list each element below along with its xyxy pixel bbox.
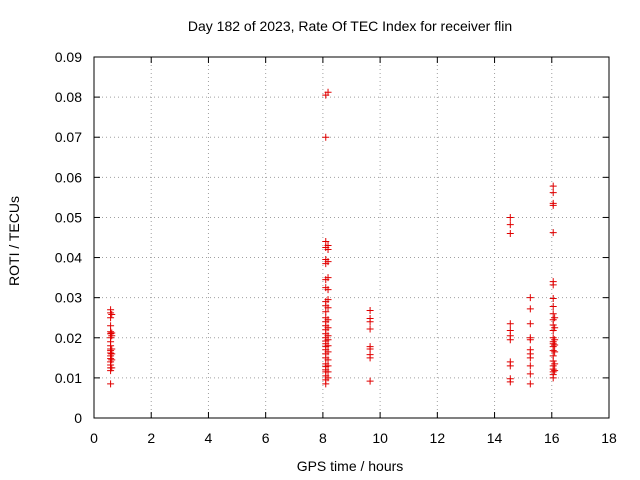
y-tick-label: 0.01 (55, 370, 82, 386)
data-point (551, 367, 559, 375)
data-point (324, 286, 332, 294)
data-point (506, 327, 514, 335)
y-tick-label: 0 (74, 410, 82, 426)
x-tick-label: 16 (544, 430, 560, 446)
data-point (324, 304, 332, 312)
data-point (324, 316, 332, 324)
data-point (108, 364, 116, 372)
data-point (506, 221, 514, 229)
x-tick-label: 2 (147, 430, 155, 446)
y-tick-label: 0.02 (55, 330, 82, 346)
data-point (322, 133, 330, 141)
data-point (324, 324, 332, 332)
chart-title: Day 182 of 2023, Rate Of TEC Index for r… (188, 18, 512, 34)
data-point (324, 356, 332, 364)
data-point (324, 332, 332, 340)
data-point (108, 345, 116, 353)
data-point (324, 274, 332, 282)
data-point (324, 342, 332, 350)
data-point (549, 302, 557, 310)
data-point (526, 305, 534, 313)
data-point (366, 377, 374, 385)
data-point (506, 358, 514, 366)
data-point (108, 356, 116, 364)
x-tick-label: 0 (90, 430, 98, 446)
data-point (324, 374, 332, 382)
y-tick-label: 0.06 (55, 169, 82, 185)
data-point (366, 307, 374, 315)
data-point (526, 334, 534, 342)
data-point (549, 182, 557, 190)
x-axis-label: GPS time / hours (297, 458, 404, 474)
y-tick-label: 0.07 (55, 129, 82, 145)
data-point (526, 370, 534, 378)
x-tick-label: 10 (372, 430, 388, 446)
data-point (526, 320, 534, 328)
data-point (551, 314, 559, 322)
data-point (506, 229, 514, 237)
x-tick-label: 6 (262, 430, 270, 446)
axis-ticks (93, 56, 610, 419)
data-point (324, 242, 332, 250)
data-point (551, 360, 559, 368)
data-point (324, 296, 332, 304)
data-point (549, 189, 557, 197)
data-point (526, 294, 534, 302)
grid-lines (94, 57, 609, 418)
data-point (549, 310, 557, 318)
data-point (366, 325, 374, 333)
data-point (366, 315, 374, 323)
y-tick-labels: 0 0.01 0.02 0.03 0.04 0.05 0.06 0.07 0.08 0.09 (55, 49, 82, 426)
data-point (549, 294, 557, 302)
y-tick-label: 0.09 (55, 49, 82, 65)
x-tick-label: 8 (319, 430, 327, 446)
x-tick-label: 12 (430, 430, 446, 446)
x-tick-labels: 0 2 4 6 8 10 12 14 16 18 (90, 430, 617, 446)
data-point (551, 324, 559, 332)
x-tick-label: 14 (487, 430, 503, 446)
data-point (506, 375, 514, 383)
data-point (526, 346, 534, 354)
plot-frame (93, 56, 610, 419)
data-point (549, 229, 557, 237)
data-point (549, 278, 557, 286)
x-tick-label: 18 (601, 430, 617, 446)
data-point (551, 348, 559, 356)
data-point (107, 306, 115, 314)
data-point (324, 88, 332, 96)
data-point (506, 213, 514, 221)
data-point (324, 258, 332, 266)
data-point (107, 380, 115, 388)
data-point (107, 322, 115, 330)
y-tick-label: 0.03 (55, 290, 82, 306)
data-point (107, 328, 115, 336)
y-tick-label: 0.08 (55, 89, 82, 105)
data-point (324, 368, 332, 376)
data-point (108, 311, 116, 319)
data-points (107, 88, 559, 388)
data-point (526, 362, 534, 370)
data-point (551, 336, 559, 344)
data-point (366, 343, 374, 351)
y-tick-label: 0.05 (55, 209, 82, 225)
data-point (526, 380, 534, 388)
data-point (108, 329, 116, 337)
y-axis-label: ROTI / TECUs (6, 196, 22, 286)
y-tick-label: 0.04 (55, 250, 82, 266)
data-point (324, 362, 332, 370)
data-point (324, 348, 332, 356)
data-point (322, 308, 330, 316)
data-point (322, 238, 330, 246)
data-point (549, 199, 557, 207)
data-point (506, 320, 514, 328)
x-tick-label: 4 (205, 430, 213, 446)
